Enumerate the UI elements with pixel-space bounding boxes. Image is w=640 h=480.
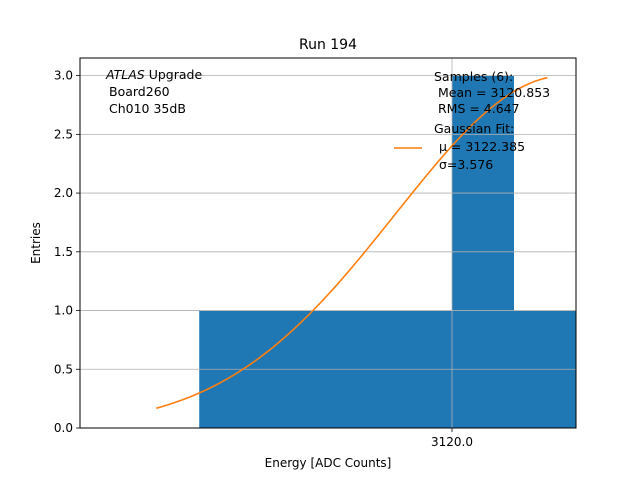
y-tick-label-4: 2.0 bbox=[54, 186, 73, 200]
gaussian-fit-label: Gaussian Fit: bbox=[434, 121, 514, 136]
y-tick-label-3: 1.5 bbox=[54, 245, 73, 259]
chart-title: Run 194 bbox=[299, 37, 357, 53]
plot-area bbox=[79, 57, 577, 429]
fit-sigma-label: σ=3.576 bbox=[439, 157, 493, 172]
fit-legend: μ = 3122.385 σ=3.576 bbox=[394, 139, 525, 172]
y-tick-label-0: 0.0 bbox=[54, 421, 73, 435]
x-axis-ticks: 3120.0 bbox=[431, 428, 473, 449]
board-label: Board260 bbox=[109, 84, 170, 99]
plot-frame bbox=[79, 57, 577, 429]
rms-label: RMS = 4.647 bbox=[434, 101, 520, 116]
y-tick-label-6: 3.0 bbox=[54, 69, 73, 83]
channel-label: Ch010 35dB bbox=[109, 101, 186, 116]
fit-mu-label: μ = 3122.385 bbox=[439, 139, 525, 154]
gaussian-fit-curve bbox=[156, 76, 548, 410]
y-axis-label: Entries bbox=[29, 222, 43, 264]
y-tick-label-2: 1.0 bbox=[54, 304, 73, 318]
atlas-annotation: ATLAS Upgrade Board260 Ch010 35dB bbox=[105, 67, 202, 116]
y-axis-ticks: 0.0 0.5 1.0 1.5 2.0 2.5 3.0 bbox=[54, 69, 80, 435]
svg-text:ATLAS Upgrade: ATLAS Upgrade bbox=[105, 67, 202, 82]
y-tick-label-5: 2.5 bbox=[54, 127, 73, 141]
y-tick-label-1: 0.5 bbox=[54, 362, 73, 376]
samples-label: Samples (6): bbox=[434, 69, 513, 84]
x-tick-label-0: 3120.0 bbox=[431, 435, 473, 449]
x-axis-label: Energy [ADC Counts] bbox=[265, 456, 392, 470]
atlas-label: ATLAS bbox=[105, 67, 145, 82]
mean-label: Mean = 3120.853 bbox=[434, 85, 550, 100]
stats-annotation: Samples (6): Mean = 3120.853 RMS = 4.647… bbox=[434, 69, 550, 136]
upgrade-label: Upgrade bbox=[145, 67, 203, 82]
